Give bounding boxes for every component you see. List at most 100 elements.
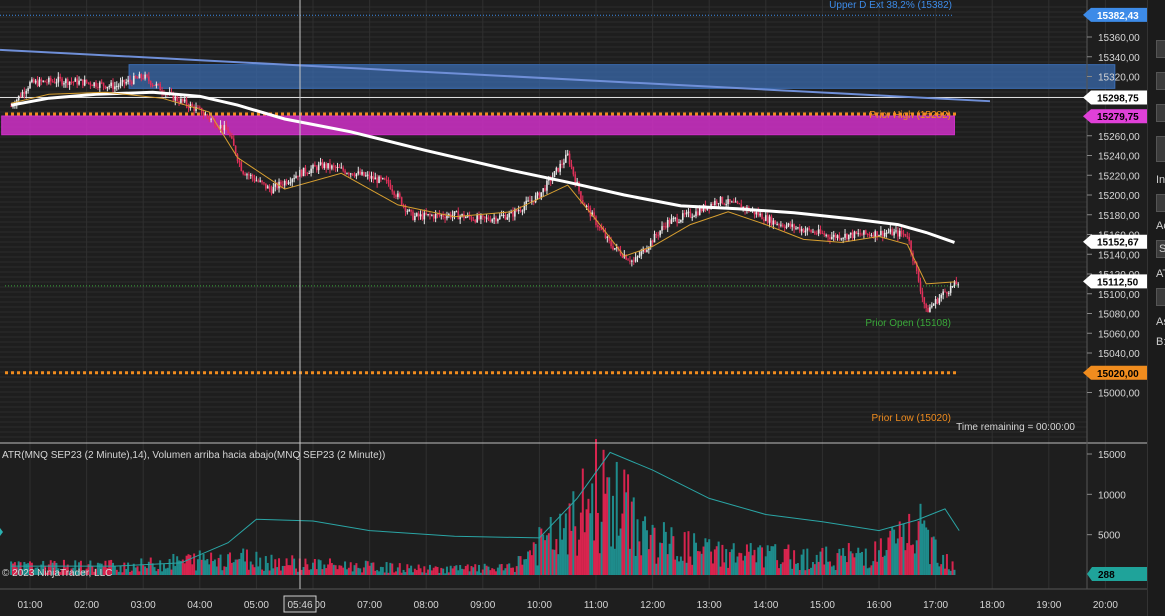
candle-body <box>795 227 797 229</box>
volume-bar <box>144 566 147 575</box>
candle-body <box>829 237 831 240</box>
volume-bar <box>853 557 856 575</box>
volume-bar <box>638 541 641 575</box>
volume-bar <box>472 567 475 575</box>
candle-body <box>261 180 263 183</box>
price-tick-label: 15260,00 <box>1098 132 1140 143</box>
candle-body <box>914 261 916 264</box>
volume-bar <box>230 562 233 575</box>
volume-bar <box>893 529 896 575</box>
volume-bar <box>215 566 218 575</box>
volume-bar <box>738 552 741 575</box>
volume-bar <box>602 449 605 575</box>
candle-body <box>474 219 477 223</box>
volume-bar <box>583 532 586 575</box>
candle-body <box>255 180 258 182</box>
candle-body <box>266 186 269 189</box>
volume-bar <box>404 572 407 575</box>
volume-bar <box>91 566 94 575</box>
candle-body <box>483 216 486 218</box>
volume-bar <box>666 554 669 575</box>
candle-body <box>863 230 865 235</box>
volume-bar <box>644 516 647 575</box>
volume-bar <box>628 548 631 575</box>
candle-body <box>197 107 199 109</box>
volume-bar <box>589 513 592 575</box>
candle-body <box>432 215 435 219</box>
candle-body <box>578 181 580 192</box>
volume-bar <box>174 566 177 575</box>
right-panel-box[interactable] <box>1156 72 1165 90</box>
volume-axis[interactable]: 15000 10000 5000 <box>1087 450 1126 542</box>
volume-bar <box>225 566 228 575</box>
volume-bar <box>564 513 567 575</box>
volume-bar <box>787 544 790 575</box>
volume-bar <box>425 572 428 575</box>
candle-body <box>306 173 309 175</box>
candle-body <box>734 201 737 203</box>
volume-bar <box>368 565 371 575</box>
volume-bar <box>338 565 341 575</box>
candle-body <box>376 177 378 183</box>
volume-bar <box>657 557 660 575</box>
candle-body <box>821 233 824 235</box>
volume-bar <box>344 561 347 575</box>
price-tag-value: 15382,43 <box>1097 11 1139 22</box>
volume-bar <box>600 521 603 575</box>
time-tick-label: 19:00 <box>1036 600 1061 611</box>
volume-bar <box>510 567 513 575</box>
volume-bar <box>428 564 431 575</box>
price-tag: 15298,75 <box>1083 90 1147 105</box>
volume-bar <box>768 551 771 575</box>
volume-bar <box>334 565 337 575</box>
candle-body <box>853 231 856 239</box>
right-panel-box[interactable] <box>1156 40 1165 58</box>
trend-line[interactable] <box>0 48 991 103</box>
volume-bar <box>645 530 648 575</box>
volume-bar <box>200 559 203 575</box>
candle-body <box>638 255 641 257</box>
candle-body <box>949 286 952 293</box>
right-panel-box[interactable] <box>1156 104 1165 122</box>
candle-body <box>953 281 956 286</box>
candle-body <box>861 234 863 236</box>
volume-bar <box>432 567 435 575</box>
volume-bar <box>874 541 877 575</box>
candle-body <box>802 228 805 233</box>
candle-body <box>465 216 467 219</box>
right-side-panel[interactable]: In Ac S AT As B: <box>1147 0 1165 616</box>
candle-body <box>759 213 761 216</box>
volume-bar <box>342 567 345 575</box>
candle-body <box>242 170 244 174</box>
volume-tick-label: 5000 <box>1098 531 1121 542</box>
candle-body <box>410 209 412 212</box>
candle-body <box>765 215 767 221</box>
candle-body <box>161 90 163 93</box>
volume-bar <box>634 555 637 575</box>
right-panel-box[interactable] <box>1156 240 1165 258</box>
volume-bar <box>838 548 841 575</box>
zone-magenta[interactable] <box>1 115 955 136</box>
candle-body <box>359 171 361 175</box>
candle-body <box>842 237 844 239</box>
right-panel-box[interactable] <box>1156 288 1165 306</box>
candle-body <box>361 172 363 175</box>
right-panel-box[interactable] <box>1156 194 1165 212</box>
candle-body <box>440 214 443 216</box>
candle-body <box>942 291 944 295</box>
right-panel-box[interactable] <box>1156 136 1165 162</box>
volume-bar <box>906 543 909 575</box>
volume-bar <box>694 542 697 575</box>
volume-bar <box>62 559 65 575</box>
candle-body <box>229 133 231 136</box>
volume-bar <box>353 565 356 575</box>
cursor-time-box: 05:46 <box>283 595 317 613</box>
candle-body <box>363 172 365 176</box>
zone-blue[interactable] <box>128 64 1116 89</box>
candle-body <box>44 80 46 83</box>
candle-body <box>719 196 722 204</box>
volume-bar <box>251 564 254 575</box>
price-tag: 15020,00 <box>1083 365 1147 380</box>
volume-bar <box>613 548 616 575</box>
